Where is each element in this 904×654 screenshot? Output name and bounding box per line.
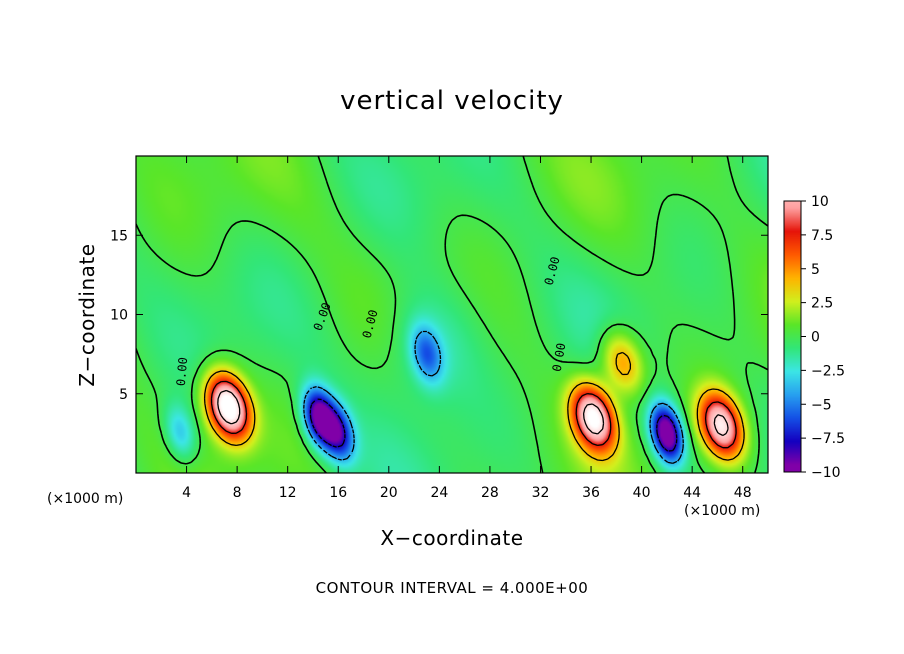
x-tick-label: 12 <box>279 485 297 501</box>
plot-area <box>136 156 768 473</box>
colorbar-tick-label: −10 <box>811 465 841 481</box>
x-axis-label: X−coordinate <box>380 526 524 550</box>
contour-label: 0.00 <box>550 342 569 373</box>
colorbar-gradient <box>784 201 801 472</box>
x-tick-label: 20 <box>380 485 398 501</box>
y-tick-label: 15 <box>110 228 128 244</box>
contour-line <box>217 389 729 437</box>
colorbar-tick-label: 10 <box>811 194 829 210</box>
contour-interval-text: CONTOUR INTERVAL = 4.000E+00 <box>315 579 589 597</box>
contour-label: 0.00 <box>174 357 190 387</box>
contour-line <box>309 398 678 452</box>
colorbar-tick-label: 7.5 <box>811 228 833 244</box>
colorbar-tick-label: −7.5 <box>811 431 845 447</box>
x-tick-label: 24 <box>430 485 448 501</box>
colorbar-tick-label: 2.5 <box>811 296 833 312</box>
x-tick-label: 8 <box>233 485 242 501</box>
x-tick-label: 44 <box>683 485 701 501</box>
y-tick-label: 10 <box>110 308 128 324</box>
x-tick-label: 32 <box>532 485 550 501</box>
contour-line <box>210 380 737 449</box>
chart-title: vertical velocity <box>340 86 564 116</box>
x-tick-label: 16 <box>329 485 347 501</box>
x-unit-label-left: (×1000 m) <box>47 491 124 507</box>
x-tick-label: 28 <box>481 485 499 501</box>
y-tick-label: 5 <box>119 387 128 403</box>
contour-line <box>203 351 745 462</box>
contour-lines <box>136 156 768 473</box>
x-unit-label-right: (×1000 m) <box>684 503 761 519</box>
x-tick-label: 48 <box>734 485 752 501</box>
y-axis-ticks: 5 10 15 <box>110 228 768 403</box>
x-axis-ticks: 4 8 12 16 20 24 28 32 36 40 44 48 <box>182 156 752 501</box>
x-tick-label: 4 <box>182 485 191 501</box>
x-tick-label: 40 <box>633 485 651 501</box>
colorbar-tick-label: −5 <box>811 397 832 413</box>
colorbar-tick-label: 5 <box>811 262 820 278</box>
colorbar: 10 7.5 5 2.5 0 −2.5 −5 −7.5 −10 <box>783 194 845 481</box>
colorbar-ticks: 10 7.5 5 2.5 0 −2.5 −5 −7.5 −10 <box>801 194 845 481</box>
colorbar-tick-label: −2.5 <box>811 363 845 379</box>
colorbar-tick-label: 0 <box>811 330 820 346</box>
x-tick-label: 36 <box>582 485 600 501</box>
velocity-field-image <box>136 156 768 473</box>
contour-line <box>136 156 768 473</box>
contour-line <box>303 330 684 464</box>
